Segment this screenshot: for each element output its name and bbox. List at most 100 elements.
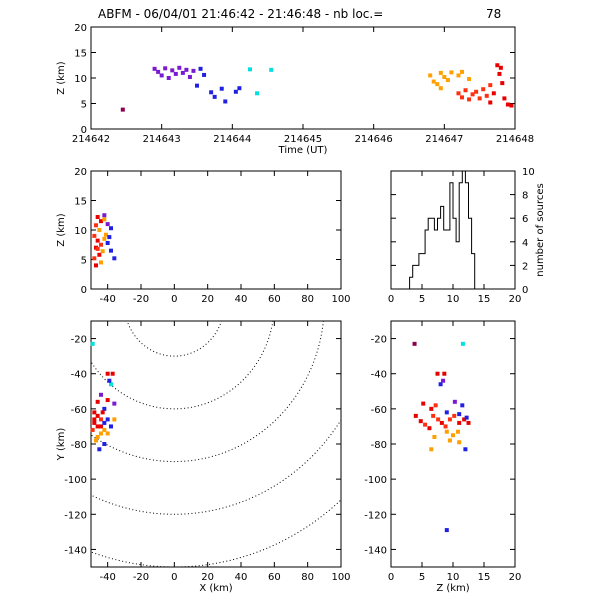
source-point bbox=[109, 424, 113, 429]
source-point bbox=[97, 252, 102, 257]
source-point bbox=[498, 65, 503, 70]
source-point bbox=[198, 66, 203, 71]
source-point bbox=[457, 420, 462, 425]
height-histogram-ytick-label: 8 bbox=[522, 191, 528, 202]
source-point bbox=[112, 401, 117, 406]
plan-view-ytick-label: -20 bbox=[71, 335, 87, 346]
source-point bbox=[223, 99, 228, 104]
height-histogram-ytick-label: 4 bbox=[522, 238, 528, 249]
source-point bbox=[100, 410, 105, 415]
source-point bbox=[180, 70, 185, 75]
plan-view-frame bbox=[90, 320, 342, 568]
source-point bbox=[452, 413, 457, 418]
source-point bbox=[99, 424, 103, 429]
source-point bbox=[463, 88, 468, 93]
z-y-view-xtick-label: 5 bbox=[419, 572, 425, 583]
source-point bbox=[95, 238, 100, 243]
source-point bbox=[477, 96, 482, 101]
source-point bbox=[163, 66, 168, 71]
source-point bbox=[505, 102, 510, 107]
source-point bbox=[456, 73, 461, 78]
x-height-xtick-label: 40 bbox=[235, 294, 248, 305]
source-point bbox=[100, 249, 105, 254]
height-histogram-xtick-label: 10 bbox=[447, 294, 460, 305]
z-y-view-ytick-label: -120 bbox=[364, 510, 387, 521]
source-point bbox=[107, 378, 112, 383]
x-height-xtick-label: 80 bbox=[301, 294, 314, 305]
source-point bbox=[474, 89, 479, 94]
range-ring bbox=[91, 321, 324, 463]
source-point bbox=[444, 528, 449, 533]
source-point bbox=[460, 403, 465, 408]
x-height-xtick-label: 100 bbox=[331, 294, 350, 305]
source-point bbox=[95, 246, 100, 251]
figure-count: 78 bbox=[486, 7, 501, 21]
z-y-view-xtick-label: 20 bbox=[509, 572, 522, 583]
source-point bbox=[109, 382, 113, 387]
height-histogram-ytick-label: 10 bbox=[522, 167, 535, 178]
source-point bbox=[445, 78, 450, 83]
source-point bbox=[429, 406, 434, 411]
z-y-view-ytick-label: -40 bbox=[371, 370, 387, 381]
time-height-ytick-label: 20 bbox=[74, 23, 87, 34]
source-point bbox=[436, 417, 441, 422]
source-point bbox=[105, 222, 110, 227]
source-point bbox=[120, 107, 125, 112]
height-histogram-xtick-label: 0 bbox=[388, 294, 394, 305]
source-point bbox=[470, 92, 475, 97]
source-point bbox=[105, 417, 110, 422]
z-y-view-xtick-label: 15 bbox=[478, 572, 491, 583]
source-point bbox=[462, 417, 467, 422]
plan-view-xtick-label: 20 bbox=[201, 572, 214, 583]
source-point bbox=[90, 427, 95, 432]
source-point bbox=[460, 69, 464, 74]
source-point bbox=[233, 89, 238, 94]
source-point bbox=[95, 413, 100, 418]
source-point bbox=[177, 65, 182, 70]
source-point bbox=[209, 90, 214, 95]
source-point bbox=[95, 424, 100, 429]
source-point bbox=[435, 371, 440, 376]
x-height-ytick-label: 10 bbox=[74, 226, 87, 237]
source-point bbox=[460, 341, 465, 346]
source-point bbox=[191, 68, 196, 73]
z-y-view-ytick-label: -60 bbox=[371, 405, 387, 416]
source-point bbox=[438, 382, 443, 387]
source-point bbox=[433, 403, 438, 408]
source-point bbox=[447, 438, 452, 443]
source-point bbox=[95, 399, 100, 404]
source-point bbox=[248, 67, 252, 72]
plan-view-ytick-label: -60 bbox=[71, 405, 87, 416]
source-point bbox=[431, 79, 436, 84]
source-point bbox=[427, 426, 432, 431]
source-point bbox=[456, 91, 461, 96]
source-point bbox=[105, 371, 110, 376]
source-point bbox=[432, 434, 437, 439]
source-point bbox=[481, 87, 486, 92]
source-point bbox=[488, 83, 493, 88]
z-y-view-ytick-label: -100 bbox=[364, 475, 387, 486]
source-point bbox=[92, 417, 97, 422]
source-point bbox=[467, 97, 472, 102]
time-height-xtick-label: 214643 bbox=[143, 134, 181, 145]
time-height-xtick-label: 214644 bbox=[213, 134, 251, 145]
source-point bbox=[435, 82, 440, 87]
z-y-view-ytick-label: -20 bbox=[371, 335, 387, 346]
source-point bbox=[237, 86, 242, 91]
source-point bbox=[452, 399, 457, 404]
source-point bbox=[102, 420, 107, 425]
time-height-xtick-label: 214648 bbox=[496, 134, 534, 145]
source-point bbox=[109, 226, 113, 231]
source-point bbox=[500, 81, 505, 86]
time-height-ytick-label: 15 bbox=[74, 49, 87, 60]
height-histogram-xtick-label: 15 bbox=[478, 294, 491, 305]
plan-view-xtick-label: 100 bbox=[331, 572, 350, 583]
z-y-view-ytick-label: -140 bbox=[364, 545, 387, 556]
source-point bbox=[212, 94, 217, 99]
source-point bbox=[412, 341, 417, 346]
source-point bbox=[428, 73, 433, 78]
source-point bbox=[102, 442, 107, 446]
time-height-xtick-label: 214645 bbox=[284, 134, 322, 145]
source-point bbox=[442, 74, 447, 79]
